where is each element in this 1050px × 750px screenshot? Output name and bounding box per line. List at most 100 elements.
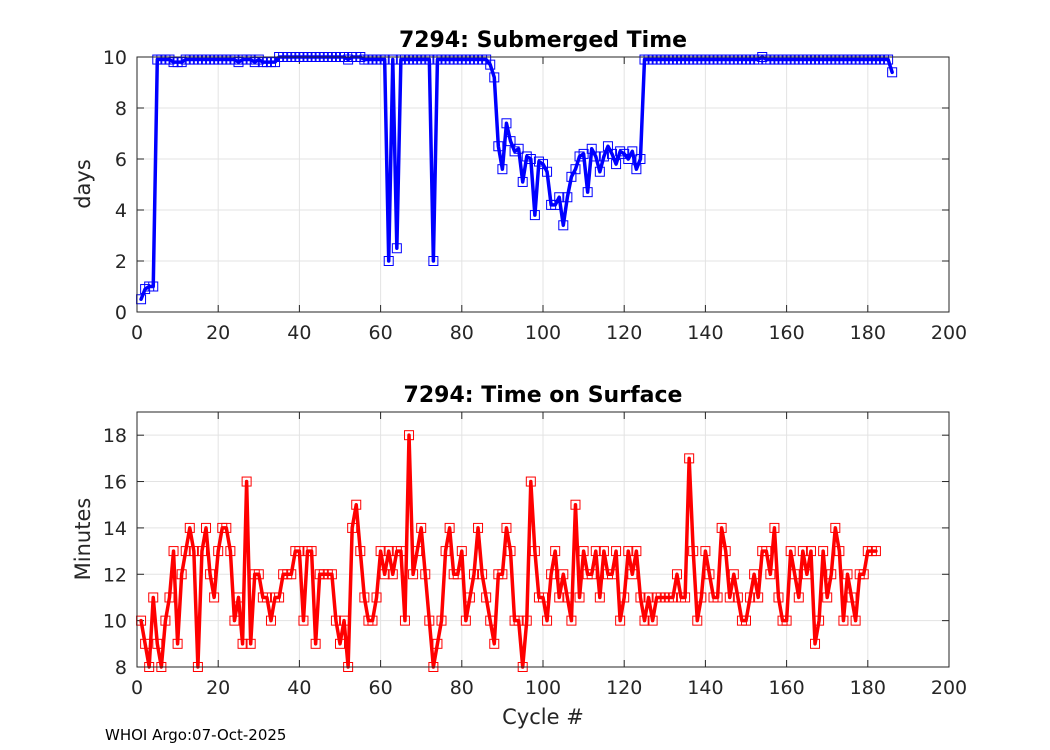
submerged-time-xtick-label: 100: [525, 322, 561, 344]
surface-time-data-point: [590, 546, 601, 557]
surface-time-data-point: [464, 592, 475, 603]
surface-time-data-point: [497, 569, 508, 580]
submerged-time-xtick-label: 160: [768, 322, 804, 344]
surface-time-data-point: [477, 569, 488, 580]
submerged-time-data-point: [631, 164, 642, 175]
surface-time-data-point: [688, 546, 699, 557]
surface-time-data-point: [554, 592, 565, 603]
submerged-time-xtick-label: 200: [931, 322, 967, 344]
surface-time-series: [136, 430, 881, 672]
submerged-time-axes-frame: [136, 56, 950, 313]
submerged-time-xtick-label: 20: [206, 322, 230, 344]
submerged-time-data-point: [627, 146, 638, 157]
surface-time-data-point: [810, 638, 821, 649]
surface-time-data-point: [501, 522, 512, 533]
surface-time-data-point: [635, 592, 646, 603]
surface-time-data-point: [330, 615, 341, 626]
submerged-time-data-point: [542, 166, 553, 177]
surface-time-ytick-label: 10: [103, 611, 127, 633]
footer-credit: WHOI Argo:07-Oct-2025: [105, 726, 286, 744]
surface-time-data-point: [623, 546, 634, 557]
surface-time-data-point: [436, 615, 447, 626]
surface-time-data-point: [241, 476, 252, 487]
submerged-time-data-point: [501, 118, 512, 129]
submerged-time-data-point: [887, 67, 898, 78]
surface-time-data-point: [797, 546, 808, 557]
surface-time-data-point: [696, 592, 707, 603]
surface-time-data-point: [753, 592, 764, 603]
surface-time-data-point: [667, 592, 678, 603]
submerged-time-data-point: [578, 148, 589, 159]
surface-time-data-point: [542, 615, 553, 626]
submerged-time-data-point: [635, 154, 646, 164]
surface-time-data-point: [615, 615, 626, 626]
surface-time-data-point: [468, 569, 479, 580]
surface-time-data-point: [574, 592, 585, 603]
surface-time-data-point: [525, 476, 536, 487]
submerged-time-data-point: [148, 281, 159, 292]
submerged-time-data-point: [611, 159, 622, 170]
surface-time-data-point: [838, 615, 849, 626]
surface-time-data-point: [627, 569, 638, 580]
surface-time-data-point: [164, 592, 175, 603]
surface-time-data-point: [619, 592, 630, 603]
surface-time-data-point: [594, 592, 605, 603]
surface-time-ylabel: Minutes: [71, 498, 95, 581]
surface-time-data-point: [339, 615, 350, 626]
surface-time-data-point: [789, 569, 800, 580]
surface-time-data-point: [521, 615, 532, 626]
surface-time-xtick-label: 60: [369, 677, 393, 699]
surface-time-data-point: [842, 569, 853, 580]
surface-time-data-point: [732, 592, 743, 603]
surface-time-data-point: [347, 522, 358, 533]
surface-time-ytick-label: 18: [103, 425, 127, 447]
submerged-time-data-point: [562, 192, 573, 203]
surface-time-data-point: [196, 546, 207, 557]
submerged-time-data-point: [489, 72, 500, 83]
surface-time-data-point: [209, 592, 220, 603]
surface-time-xtick-label: 140: [687, 677, 723, 699]
submerged-time-data-point: [607, 148, 618, 159]
submerged-time-data-point: [517, 176, 528, 187]
surface-time-data-point: [850, 615, 861, 626]
surface-time-data-point: [335, 638, 345, 649]
surface-time-data-point: [741, 615, 751, 626]
surface-time-xtick-label: 100: [525, 677, 561, 699]
surface-time-data-point: [152, 638, 163, 649]
surface-time-data-point: [858, 569, 869, 580]
surface-time-data-point: [326, 569, 337, 580]
surface-time-data-point: [408, 569, 419, 580]
submerged-time-ytick-label: 2: [115, 251, 127, 273]
surface-time-data-point: [298, 615, 309, 626]
submerged-time-xtick-label: 60: [369, 322, 393, 344]
submerged-time-data-point: [594, 166, 605, 177]
surface-time-data-point: [140, 638, 151, 649]
surface-time-data-point: [371, 592, 382, 603]
surface-time-data-point: [749, 569, 760, 580]
surface-time-data-point: [550, 546, 561, 557]
surface-time-data-point: [379, 569, 390, 580]
surface-time-data-point: [253, 569, 264, 580]
submerged-time-ytick-label: 0: [115, 302, 127, 324]
submerged-time-xtick-label: 40: [287, 322, 311, 344]
surface-time-data-point: [489, 638, 500, 649]
surface-time-data-point: [607, 569, 618, 580]
surface-time-data-point: [404, 430, 415, 441]
surface-time-data-point: [529, 546, 540, 557]
surface-time-data-point: [773, 592, 784, 603]
surface-time-data-point: [294, 546, 305, 557]
submerged-time-ticks: 0 20 40 60 80 100 120 140 160 180 200 0 2 4 6 8 10: [103, 47, 967, 344]
surface-time-xtick-label: 40: [287, 677, 311, 699]
surface-time-data-point: [229, 615, 240, 626]
surface-time-data-point: [245, 638, 256, 649]
surface-time-data-point: [367, 615, 378, 626]
surface-time-data-point: [684, 453, 695, 464]
submerged-time-data-point: [598, 151, 609, 162]
surface-time-data-point: [558, 569, 569, 580]
submerged-time-ytick-label: 6: [115, 149, 127, 171]
surface-time-series-line: [139, 433, 878, 669]
surface-time-data-point: [188, 546, 199, 557]
surface-time-data-point: [716, 522, 727, 533]
submerged-time-data-point: [582, 187, 593, 198]
